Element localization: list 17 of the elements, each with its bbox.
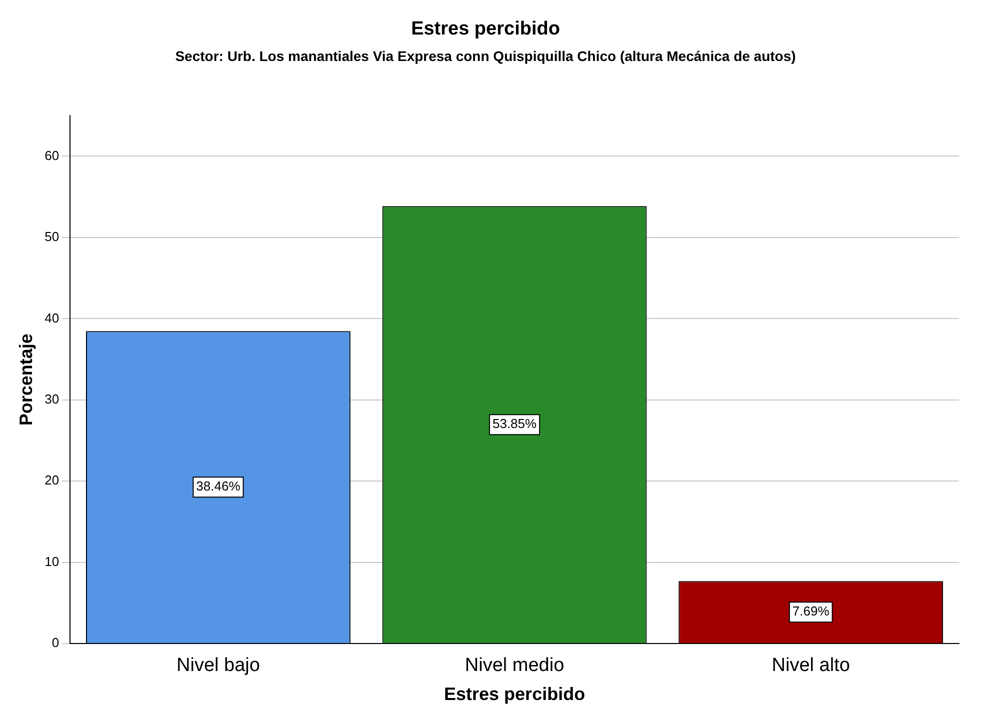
x-tick-label: Nivel bajo — [176, 655, 260, 676]
y-tick-label: 40 — [44, 310, 60, 326]
data-label: 53.85% — [492, 416, 538, 432]
y-tick-label: 10 — [44, 554, 60, 569]
y-tick-label: 30 — [44, 391, 60, 406]
data-label: 7.69% — [792, 604, 830, 619]
y-axis-title: Porcentaje — [16, 334, 36, 426]
y-tick-label: 50 — [44, 229, 60, 244]
chart-title: Estres percibido — [411, 18, 560, 40]
x-axis-title: Estres percibido — [444, 684, 586, 704]
chart-subtitle: Sector: Urb. Los manantiales Via Expresa conn Quispiquilla Chico (altura Mecánica de autos) — [175, 48, 796, 64]
x-tick-label: Nivel alto — [772, 655, 850, 676]
y-tick-label: 60 — [44, 148, 60, 163]
y-tick-label: 20 — [44, 472, 60, 488]
x-tick-label: Nivel medio — [464, 655, 564, 676]
y-tick-label: 0 — [52, 635, 60, 650]
data-label: 38.46% — [196, 478, 241, 494]
